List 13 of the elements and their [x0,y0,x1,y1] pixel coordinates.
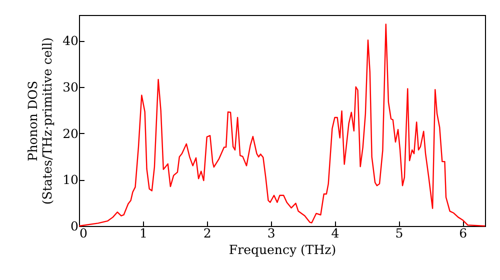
x-tick-label: 1 [139,226,148,240]
x-tick-label: 6 [459,226,468,240]
y-tick-label: 20 [62,126,79,141]
y-axis-title: Phonon DOS (States/THz·primitive cell) [25,37,55,205]
x-axis-title: Frequency (THz) [228,242,336,257]
x-tick-label: 3 [267,226,276,240]
y-tick-label: 40 [62,33,79,48]
y-tick-label: 10 [62,172,79,188]
y-tick-label: 30 [62,79,79,94]
x-tick-label: 4 [331,226,340,240]
x-tick-label: 2 [203,226,212,240]
x-tick-label: 5 [395,226,404,240]
line-series [78,24,486,227]
